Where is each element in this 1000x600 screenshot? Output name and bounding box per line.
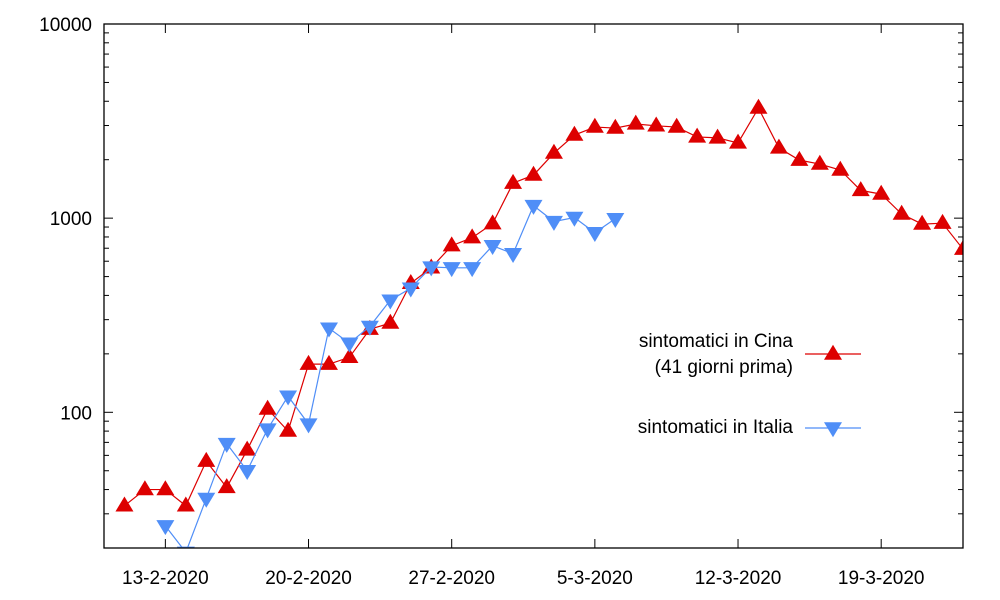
data-point (749, 98, 768, 114)
data-point (238, 440, 257, 456)
data-point (401, 282, 420, 298)
plot-frame (103, 23, 964, 549)
data-point (565, 125, 584, 141)
legend-marker (824, 344, 842, 360)
data-point (504, 173, 523, 189)
data-point (381, 313, 400, 329)
data-point (504, 247, 523, 263)
data-point (790, 150, 809, 166)
data-point (544, 215, 563, 231)
data-point (463, 262, 482, 278)
data-point (892, 204, 911, 220)
x-tick-label: 12-3-2020 (695, 568, 782, 589)
x-tick-label: 19-3-2020 (838, 568, 925, 589)
data-point (544, 143, 563, 159)
data-point (524, 165, 543, 181)
data-point (626, 114, 645, 130)
data-point (381, 294, 400, 310)
data-point (667, 117, 686, 133)
data-point (688, 127, 707, 143)
data-point (197, 492, 216, 508)
data-point (708, 128, 727, 144)
data-point (442, 262, 461, 278)
data-point (872, 184, 891, 200)
data-point (954, 239, 963, 255)
x-tick-label: 20-2-2020 (265, 568, 352, 589)
data-point (217, 437, 236, 453)
x-tick-label: 27-2-2020 (408, 568, 495, 589)
legend-marker (824, 422, 842, 438)
data-point (156, 480, 175, 496)
data-point (360, 320, 379, 336)
data-point (217, 478, 236, 494)
data-point (524, 199, 543, 215)
data-point (197, 451, 216, 467)
data-point (319, 322, 338, 338)
data-point (933, 213, 952, 229)
data-point (831, 160, 850, 176)
data-point (279, 390, 298, 406)
data-point (851, 181, 870, 197)
data-point (115, 496, 134, 512)
data-point (729, 133, 748, 149)
data-point (606, 212, 625, 228)
y-tick-label: 1000 (50, 209, 92, 230)
data-point (176, 496, 195, 512)
legend-label: sintomatici in Cina (639, 331, 794, 352)
y-tick-label: 10000 (39, 15, 92, 36)
data-point (769, 138, 788, 154)
data-point (422, 261, 441, 277)
data-point (565, 211, 584, 227)
data-point (279, 421, 298, 437)
data-point (647, 116, 666, 132)
data-point (258, 423, 277, 439)
x-tick-label: 5-3-2020 (557, 568, 633, 589)
x-tick-label: 13-2-2020 (122, 568, 209, 589)
data-point (319, 354, 338, 370)
data-point (156, 520, 175, 536)
data-point (810, 154, 829, 170)
legend-entry: sintomatici in Italia (638, 417, 861, 438)
data-point (442, 236, 461, 252)
data-point (463, 228, 482, 244)
legend: sintomatici in Cina(41 giorni prima)sint… (638, 331, 861, 438)
data-point (135, 480, 154, 496)
data-point (483, 214, 502, 230)
data-point (483, 240, 502, 256)
data-point (340, 347, 359, 363)
series-line (164, 204, 616, 548)
data-point (258, 399, 277, 415)
data-point (299, 354, 318, 370)
series-layer (115, 98, 963, 548)
data-point (340, 337, 359, 353)
data-point (176, 546, 195, 548)
data-point (606, 118, 625, 134)
data-point (585, 227, 604, 243)
y-tick-label: 100 (60, 403, 92, 424)
legend-entry: sintomatici in Cina (41 giorni prima) (639, 331, 861, 378)
series-italia (156, 199, 625, 548)
y-axis: 100 1000 10000 (39, 15, 963, 549)
legend-label: (41 giorni prima) (655, 357, 793, 378)
data-point (585, 117, 604, 133)
data-point (299, 418, 318, 434)
series-cina (115, 98, 963, 512)
data-point (913, 214, 932, 230)
data-point (238, 465, 257, 481)
legend-label: sintomatici in Italia (638, 417, 794, 438)
x-axis: 13-2-2020 20-2-2020 27-2-2020 5-3-2020 12-3-… (122, 24, 925, 589)
